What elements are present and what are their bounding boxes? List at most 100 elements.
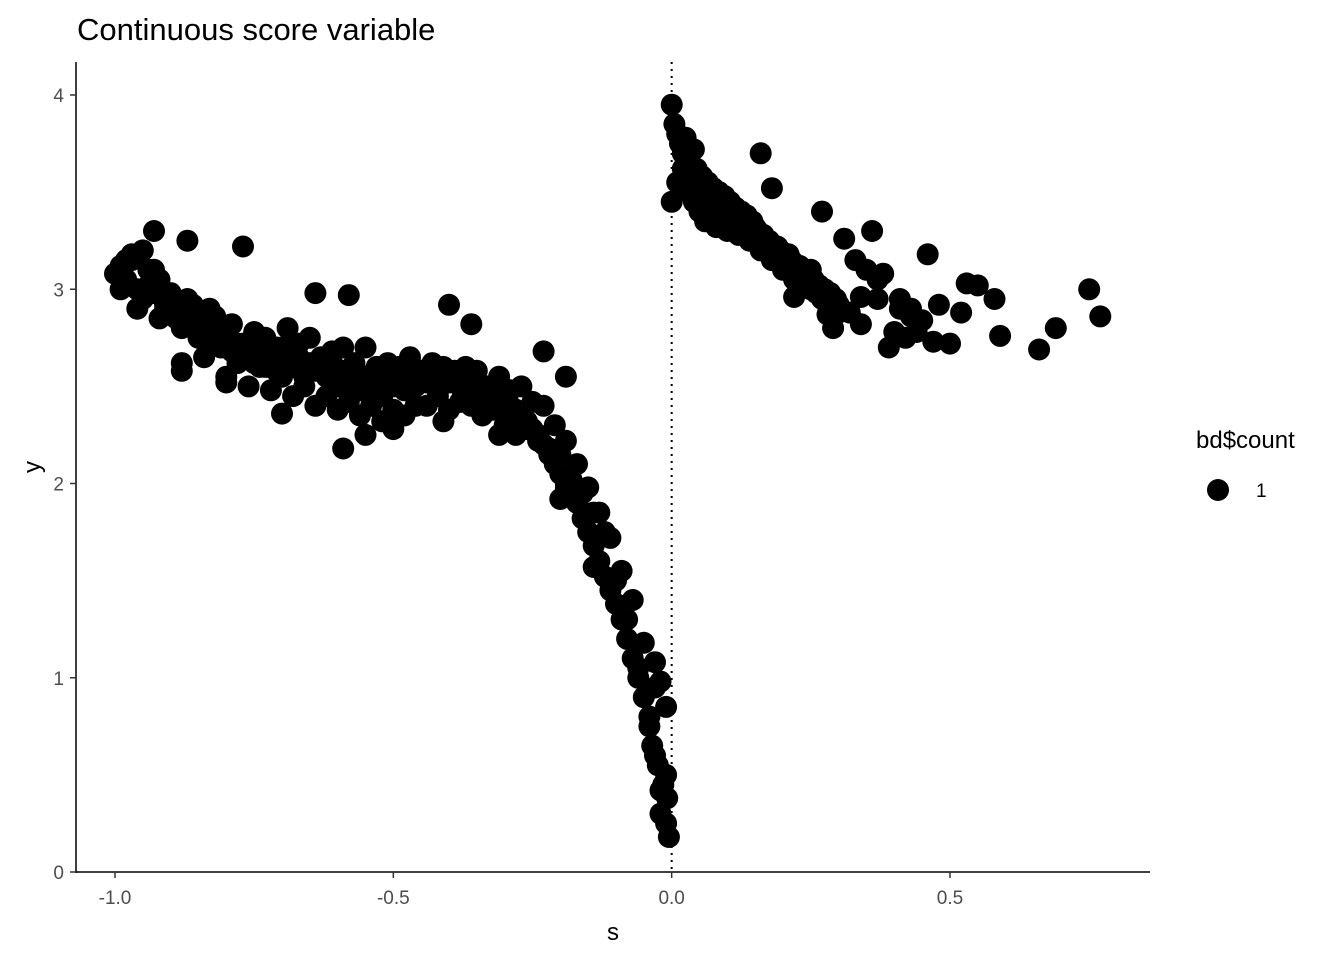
data-point xyxy=(593,521,616,544)
data-point xyxy=(655,695,678,718)
data-point xyxy=(916,243,939,266)
legend-entry-label: 1 xyxy=(1256,481,1267,502)
legend-title: bd$count xyxy=(1196,427,1295,454)
x-axis-label: s xyxy=(607,919,619,946)
data-point xyxy=(646,754,669,777)
x-tick-label: 0.0 xyxy=(658,888,684,909)
data-point xyxy=(399,346,421,369)
data-point xyxy=(276,317,299,340)
data-point xyxy=(849,286,872,308)
data-point xyxy=(783,286,806,308)
data-point xyxy=(109,278,132,301)
data-point xyxy=(181,293,204,316)
data-point xyxy=(460,313,483,336)
data-point xyxy=(382,418,405,441)
data-point xyxy=(632,631,655,654)
data-point xyxy=(348,404,371,427)
data-point xyxy=(532,340,555,363)
data-point xyxy=(644,651,666,674)
data-point xyxy=(833,227,856,250)
data-point xyxy=(799,258,822,281)
x-tick-label: -1.0 xyxy=(99,888,132,909)
data-point xyxy=(660,93,683,116)
chart-title: Continuous score variable xyxy=(77,12,435,47)
data-point xyxy=(137,274,160,297)
data-point xyxy=(271,402,293,425)
data-point xyxy=(510,375,533,398)
data-point xyxy=(922,330,945,353)
data-point xyxy=(649,670,672,693)
data-point xyxy=(966,274,989,297)
y-tick-label: 3 xyxy=(53,280,64,301)
plot-area xyxy=(104,62,1112,872)
axes: 0 1 2 3 4 -1.0 -0.5 0.0 0.5 xyxy=(53,62,1150,909)
data-point xyxy=(527,429,550,452)
data-point xyxy=(343,352,366,375)
data-point xyxy=(220,313,243,336)
data-point xyxy=(488,423,511,446)
data-point xyxy=(1078,278,1101,301)
data-point xyxy=(193,346,216,369)
data-point xyxy=(115,249,138,272)
data-point xyxy=(950,301,973,324)
data-point xyxy=(554,365,577,388)
data-point xyxy=(232,235,254,258)
data-point xyxy=(1044,317,1067,340)
data-point xyxy=(248,355,271,378)
data-point xyxy=(627,657,650,679)
data-point xyxy=(282,385,305,408)
y-tick-label: 4 xyxy=(53,86,64,107)
data-point xyxy=(861,220,884,242)
data-point xyxy=(482,398,505,421)
data-point xyxy=(605,569,627,592)
data-point xyxy=(298,326,321,349)
data-point xyxy=(641,734,664,757)
x-tick-label: 0.5 xyxy=(937,888,963,909)
data-point xyxy=(749,142,772,165)
data-point xyxy=(682,138,705,161)
data-point xyxy=(582,501,605,524)
data-point xyxy=(170,359,193,382)
data-point xyxy=(332,437,355,460)
data-point xyxy=(983,288,1006,310)
data-point xyxy=(176,229,199,252)
data-point xyxy=(143,220,165,242)
data-point xyxy=(415,394,438,417)
data-point xyxy=(927,293,950,316)
data-point xyxy=(657,826,680,848)
data-point xyxy=(939,332,961,355)
data-point xyxy=(126,297,149,320)
data-point xyxy=(148,307,171,330)
data-point xyxy=(822,317,845,340)
data-point xyxy=(660,190,683,213)
y-tick-label: 0 xyxy=(53,863,64,884)
data-point xyxy=(504,423,527,446)
data-point xyxy=(265,336,288,359)
legend-key-marker xyxy=(1207,479,1229,501)
data-point xyxy=(460,394,483,417)
data-point xyxy=(543,414,566,437)
data-point xyxy=(811,200,833,223)
data-point xyxy=(354,336,377,359)
data-point xyxy=(866,288,889,310)
data-point xyxy=(304,394,327,417)
data-point xyxy=(1089,305,1112,328)
data-point xyxy=(354,423,377,446)
data-point xyxy=(571,482,594,505)
data-point xyxy=(237,375,260,398)
legend: bd$count 1 xyxy=(1196,427,1295,502)
data-point xyxy=(215,371,238,394)
data-point xyxy=(638,705,661,728)
data-point xyxy=(532,394,555,417)
data-point xyxy=(465,359,488,382)
data-point xyxy=(159,282,182,305)
data-point xyxy=(326,398,349,421)
data-point xyxy=(432,410,455,433)
data-point xyxy=(621,589,644,611)
data-point xyxy=(1028,338,1051,361)
data-point xyxy=(616,608,639,631)
y-tick-label: 2 xyxy=(53,475,64,496)
data-point xyxy=(849,313,872,336)
data-point xyxy=(616,627,639,650)
